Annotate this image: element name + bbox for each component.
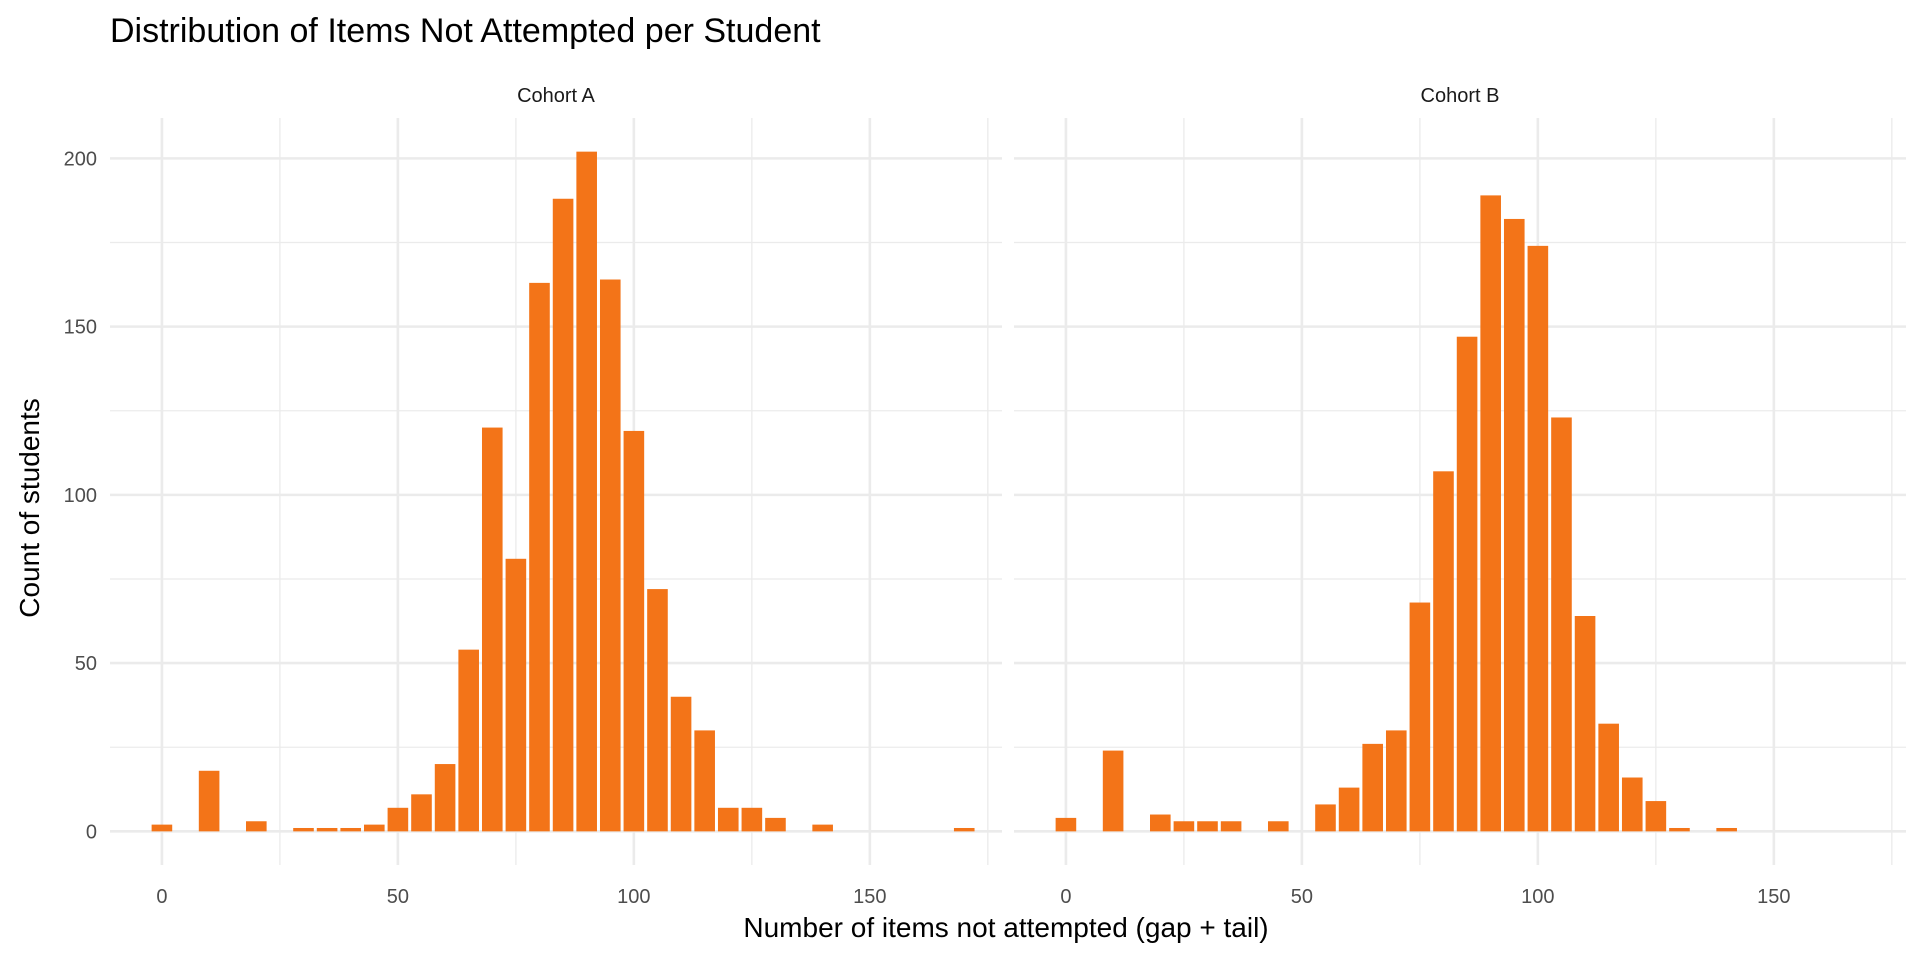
histogram-bar <box>1150 814 1171 832</box>
histogram-bar <box>552 198 574 832</box>
histogram-bar <box>505 558 527 832</box>
histogram-bar <box>529 282 550 832</box>
histogram-bar <box>1716 827 1737 832</box>
histogram-bar <box>1173 821 1195 832</box>
y-axis-ticks: 0 50 100 150 200 <box>64 148 97 843</box>
x-tick-label: 50 <box>387 886 409 908</box>
histogram-bar <box>1527 245 1549 832</box>
histogram-bar <box>1409 602 1431 832</box>
panel-label-cohort-a: Cohort A <box>517 85 595 107</box>
histogram-bar <box>1456 336 1478 832</box>
panel-gridlines <box>110 118 1002 865</box>
histogram-bar <box>812 824 833 832</box>
histogram-bar <box>340 827 361 832</box>
x-tick-label: 100 <box>1521 886 1554 908</box>
histogram-bar <box>363 824 385 832</box>
histogram-bar <box>1362 743 1383 832</box>
histogram-bar <box>717 807 739 832</box>
histogram-bar <box>316 827 338 832</box>
y-tick-label: 0 <box>86 821 97 843</box>
histogram-bar <box>1055 817 1077 832</box>
histogram-bars <box>151 151 975 832</box>
histogram-bar <box>1102 750 1124 832</box>
y-tick-label: 100 <box>64 485 97 507</box>
x-axis-ticks: 0 50 100 150 <box>1060 886 1790 908</box>
x-tick-label: 100 <box>617 886 650 908</box>
histogram-bar <box>694 730 715 832</box>
chart-title: Distribution of Items Not Attempted per … <box>110 12 821 50</box>
y-tick-label: 150 <box>64 317 97 339</box>
histogram-bar <box>1551 417 1572 832</box>
histogram-bar <box>1197 821 1218 832</box>
x-tick-label: 150 <box>853 886 886 908</box>
histogram-bar <box>576 151 597 832</box>
histogram-bar <box>765 817 786 832</box>
histogram-bar <box>293 827 314 832</box>
panel-label-cohort-b: Cohort B <box>1421 85 1500 107</box>
histogram-bar <box>1385 730 1407 832</box>
x-tick-label: 50 <box>1291 886 1313 908</box>
x-tick-label: 0 <box>156 886 167 908</box>
x-axis-ticks: 0 50 100 150 <box>156 886 886 908</box>
histogram-bar <box>741 807 763 832</box>
histogram-bar <box>481 427 503 832</box>
histogram-bar <box>647 589 668 832</box>
histogram-bar <box>953 827 975 832</box>
histogram-bar <box>1315 804 1336 832</box>
x-tick-label: 150 <box>1757 886 1790 908</box>
panel-cohort-a: Cohort A 0 50 100 150 <box>110 85 1002 908</box>
histogram-bar <box>1598 723 1619 832</box>
histogram-bar <box>1503 218 1525 832</box>
histogram-bar <box>1621 777 1643 832</box>
histogram-bar <box>599 279 621 832</box>
y-tick-label: 50 <box>75 653 97 675</box>
histogram-bar <box>1480 195 1501 832</box>
histogram-bar <box>198 770 220 832</box>
histogram-bar <box>623 430 645 832</box>
y-tick-label: 200 <box>64 148 97 170</box>
histogram-bar <box>1574 616 1596 832</box>
histogram-bar <box>1220 821 1242 832</box>
histogram-bar <box>1433 471 1454 832</box>
histogram-bar <box>458 649 479 832</box>
histogram-bar <box>670 696 692 832</box>
histogram-bars <box>1055 195 1737 832</box>
histogram-bar <box>1338 787 1360 832</box>
histogram-bar <box>1645 801 1667 832</box>
histogram-bar <box>1669 827 1690 832</box>
histogram-bar <box>387 807 409 832</box>
x-tick-label: 0 <box>1060 886 1071 908</box>
histogram-bar <box>434 764 456 832</box>
y-axis-title: Count of students <box>14 398 45 617</box>
histogram-bar <box>411 794 432 832</box>
panel-cohort-b: Cohort B 0 50 100 150 <box>1014 85 1906 908</box>
histogram-bar <box>246 821 267 832</box>
histogram-bar <box>1267 821 1289 832</box>
x-axis-title: Number of items not attempted (gap + tai… <box>743 912 1268 943</box>
histogram-bar <box>151 824 173 832</box>
